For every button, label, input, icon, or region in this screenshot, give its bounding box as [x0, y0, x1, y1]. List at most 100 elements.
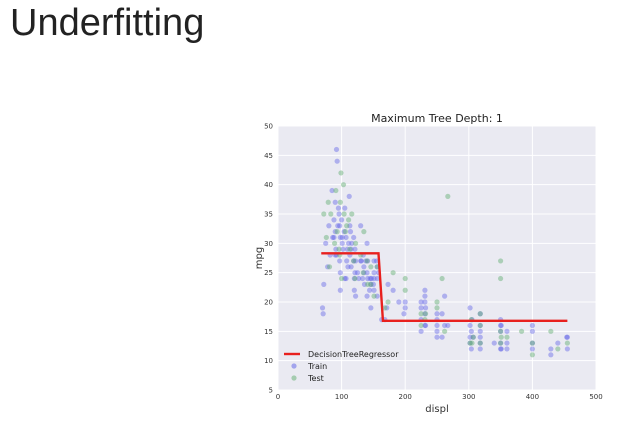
train-point — [374, 275, 380, 282]
test-point — [439, 275, 445, 282]
train-point — [351, 258, 357, 264]
y-tick-label: 10 — [264, 357, 273, 365]
test-point — [434, 305, 440, 311]
train-point — [340, 246, 346, 252]
train-point — [504, 346, 510, 352]
train-point — [434, 334, 440, 340]
train-point — [477, 346, 483, 352]
train-point — [348, 264, 354, 270]
train-point — [390, 287, 396, 293]
train-point — [329, 187, 335, 194]
train-point — [346, 193, 352, 199]
train-point — [364, 240, 370, 246]
test-point — [402, 275, 408, 282]
test-point — [564, 340, 570, 346]
train-point — [439, 334, 445, 340]
train-point — [345, 264, 351, 270]
train-point — [467, 305, 473, 311]
train-point — [351, 234, 357, 241]
legend-train-swatch — [291, 363, 297, 369]
test-point — [555, 346, 561, 352]
train-point — [467, 334, 473, 340]
y-tick-label: 5 — [269, 387, 273, 395]
train-point — [359, 275, 366, 282]
train-point — [344, 258, 350, 264]
regressor-line — [321, 252, 568, 322]
train-point — [342, 275, 348, 282]
test-point — [477, 340, 483, 346]
test-point — [418, 322, 424, 329]
train-point — [339, 217, 345, 223]
test-point — [371, 293, 377, 299]
test-point — [498, 328, 504, 334]
train-point — [498, 322, 504, 329]
train-point — [335, 223, 341, 229]
train-point — [498, 322, 504, 329]
test-point — [338, 170, 344, 176]
train-point — [337, 270, 343, 276]
y-tick-label: 30 — [264, 240, 273, 248]
train-point — [491, 340, 497, 346]
train-point — [335, 205, 342, 211]
train-point — [358, 258, 364, 264]
train-point — [336, 211, 342, 217]
test-point — [334, 229, 340, 235]
test-point — [351, 258, 357, 264]
train-point — [418, 305, 424, 311]
train-point — [468, 346, 474, 352]
test-point — [344, 223, 350, 229]
x-tick-label: 100 — [335, 393, 348, 401]
train-point — [331, 234, 337, 241]
train-point — [402, 305, 408, 311]
test-point — [498, 340, 504, 346]
train-point — [434, 311, 440, 317]
test-point — [340, 182, 347, 188]
y-tick-label: 20 — [264, 299, 273, 307]
train-point — [337, 258, 343, 264]
test-point — [345, 217, 352, 223]
train-point — [504, 340, 510, 346]
test-point — [341, 211, 347, 217]
train-point — [352, 270, 358, 276]
train-point — [358, 223, 364, 229]
x-tick-label: 300 — [462, 393, 475, 401]
train-point — [364, 293, 370, 299]
train-point — [341, 229, 347, 235]
train-point — [371, 270, 377, 276]
test-point — [326, 264, 333, 270]
train-point — [498, 340, 504, 346]
test-point — [321, 211, 327, 217]
test-point — [342, 229, 349, 235]
train-point — [422, 287, 428, 293]
train-point — [321, 281, 327, 287]
train-point — [418, 299, 424, 305]
x-tick-label: 500 — [589, 393, 602, 401]
train-point — [467, 322, 473, 329]
test-point — [352, 240, 359, 246]
train-point — [468, 328, 474, 334]
test-point — [361, 229, 367, 235]
test-point — [518, 328, 525, 334]
train-point — [374, 293, 380, 299]
train-point — [564, 346, 570, 352]
y-tick-label: 15 — [264, 328, 273, 336]
y-tick-label: 40 — [264, 181, 273, 189]
train-point — [364, 270, 370, 276]
train-point — [323, 240, 329, 246]
train-point — [401, 311, 407, 317]
test-point — [360, 270, 366, 276]
train-point — [349, 240, 355, 246]
train-point — [477, 322, 483, 329]
test-point — [336, 246, 342, 252]
train-point — [370, 281, 376, 287]
train-point — [333, 146, 340, 153]
train-point — [371, 258, 377, 264]
train-point — [548, 352, 554, 358]
train-point — [368, 281, 374, 287]
y-tick-label: 35 — [264, 211, 273, 219]
test-point — [442, 328, 448, 334]
train-point — [442, 293, 448, 299]
train-point — [361, 270, 367, 276]
train-point — [367, 275, 373, 282]
test-point — [333, 187, 339, 194]
